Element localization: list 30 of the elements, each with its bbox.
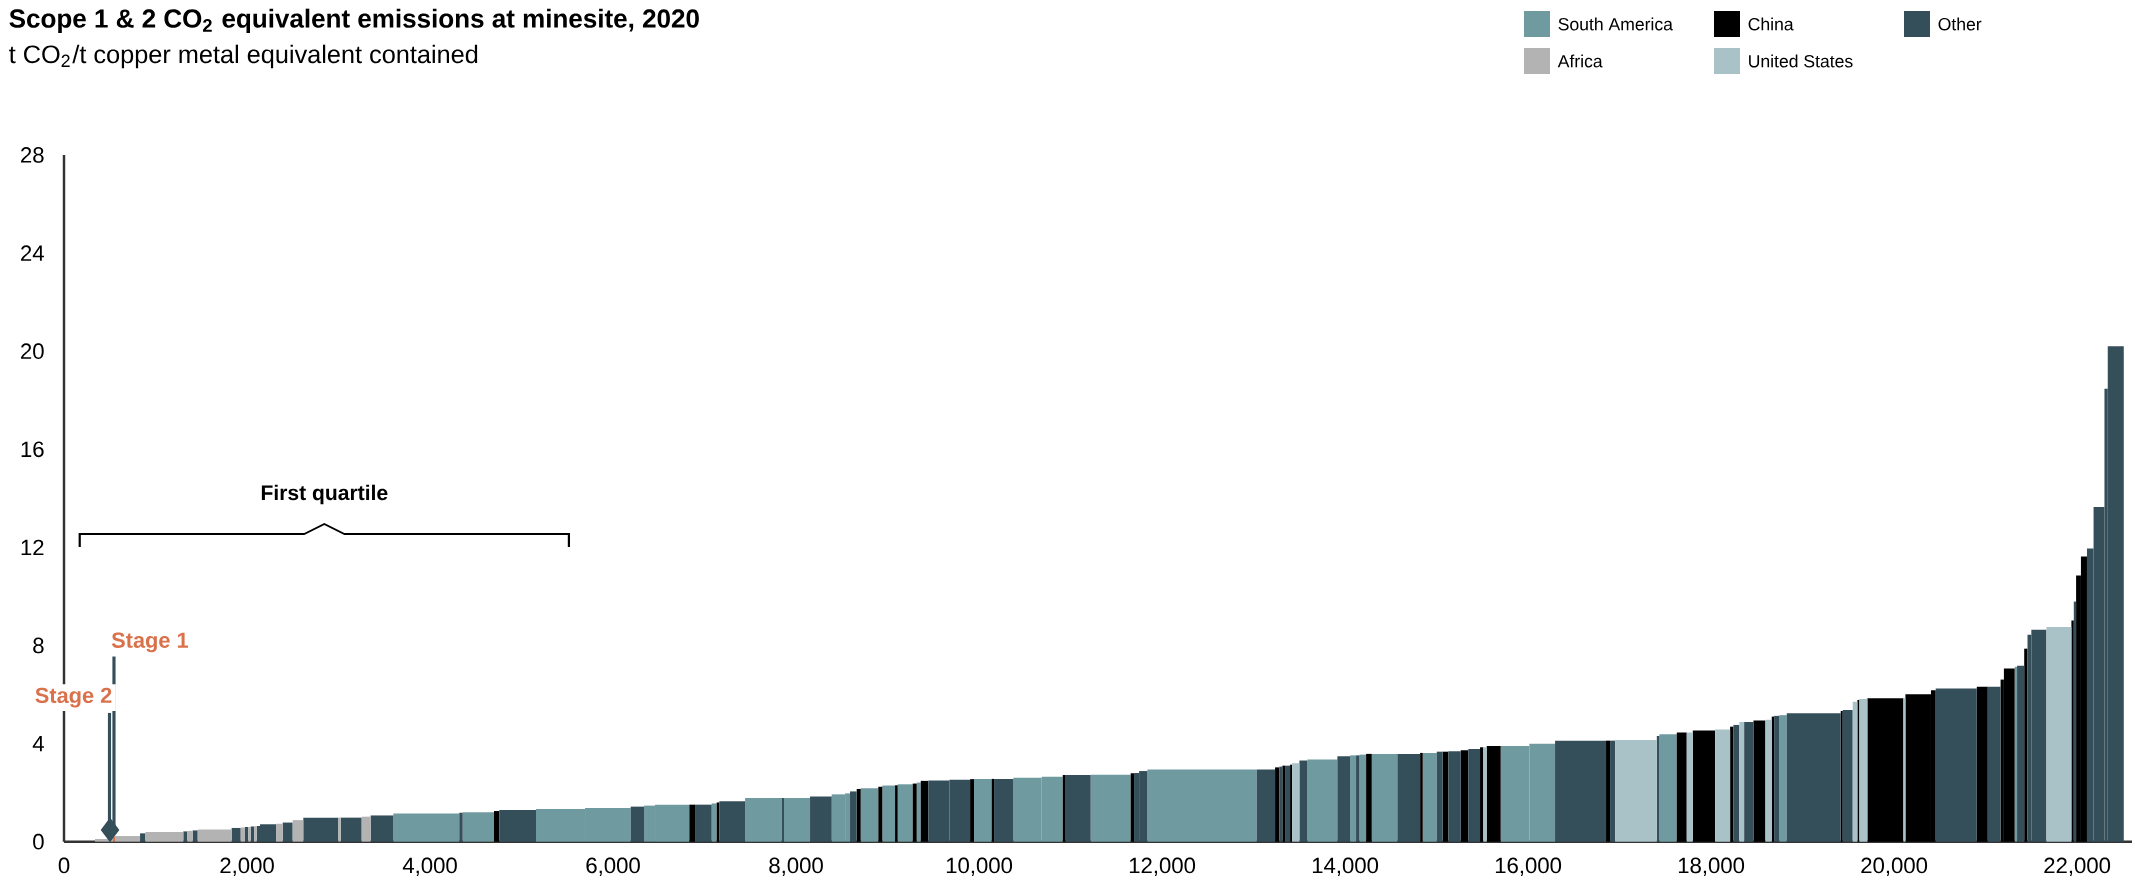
y-tick-label: 20 (21, 343, 44, 360)
x-tick-label: 18,000 (1678, 857, 1745, 876)
legend-label: South America (1558, 17, 1673, 31)
x-tick-label: 12,000 (1129, 857, 1196, 876)
x-tick-label: 0 (58, 857, 70, 874)
legend-label: Other (1938, 17, 1982, 31)
x-tick-label: 16,000 (1495, 857, 1562, 876)
chart-title: Scope 1 & 2 CO$_{2}$ equivalent emissions at minesite, 2020 (9, 8, 699, 33)
y-tick-label: 0 (33, 833, 44, 850)
x-tick-label: 14,000 (1312, 857, 1379, 876)
x-tick-label: 8,000 (769, 857, 823, 876)
annotation: Stage 1 (111, 632, 189, 653)
y-tick-label: 28 (21, 147, 44, 163)
chart-subtitle: t CO$_{2}$/t copper metal equivalent contained (9, 44, 478, 69)
annotation: Stage 2 (35, 687, 112, 708)
x-tick-label: 10,000 (946, 857, 1013, 876)
x-tick-label: 6,000 (586, 857, 640, 876)
x-tick-label: 20,000 (1861, 857, 1928, 876)
y-tick-label: 24 (21, 245, 44, 261)
y-tick-label: 8 (33, 637, 44, 654)
y-tick-label: 16 (21, 441, 44, 458)
y-tick-label: 4 (32, 735, 44, 752)
legend-label: Africa (1557, 54, 1603, 68)
legend-label: China (1748, 17, 1794, 31)
y-tick-label: 12 (21, 539, 44, 556)
legend-label: United States (1749, 54, 1853, 68)
x-tick-label: 22,000 (2044, 857, 2111, 876)
x-tick-label: 2,000 (220, 857, 274, 876)
x-tick-label: 4,000 (402, 857, 457, 876)
annotation: First quartile (261, 484, 388, 505)
